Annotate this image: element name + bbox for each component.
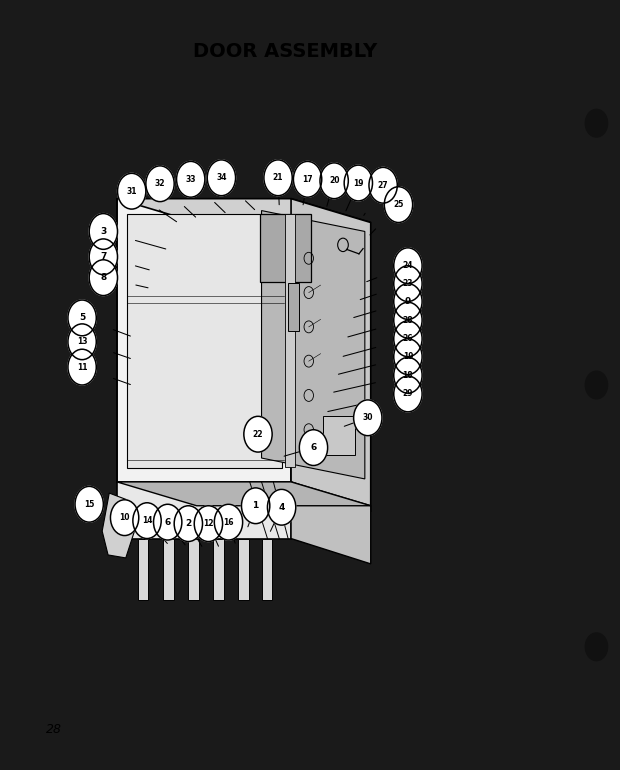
- Text: 26: 26: [402, 334, 413, 343]
- FancyBboxPatch shape: [138, 538, 148, 600]
- Circle shape: [146, 166, 174, 202]
- Text: 1: 1: [252, 501, 259, 511]
- Circle shape: [110, 500, 139, 536]
- Circle shape: [394, 248, 422, 283]
- Circle shape: [118, 173, 146, 209]
- Text: 27: 27: [378, 181, 389, 189]
- Text: 6: 6: [311, 443, 317, 452]
- Circle shape: [264, 160, 292, 196]
- Text: 20: 20: [329, 176, 339, 186]
- Circle shape: [174, 506, 203, 541]
- Text: 21: 21: [273, 173, 283, 182]
- Circle shape: [215, 504, 242, 540]
- Text: 18: 18: [402, 371, 414, 380]
- Text: 11: 11: [77, 363, 87, 372]
- Circle shape: [89, 239, 118, 275]
- Text: 14: 14: [142, 516, 153, 525]
- Circle shape: [353, 400, 382, 436]
- Polygon shape: [102, 493, 136, 558]
- Text: 31: 31: [126, 186, 137, 196]
- Circle shape: [394, 357, 422, 393]
- Text: 28: 28: [46, 723, 62, 736]
- Text: 30: 30: [363, 413, 373, 422]
- FancyBboxPatch shape: [238, 538, 249, 600]
- FancyBboxPatch shape: [117, 482, 291, 538]
- Circle shape: [68, 300, 96, 336]
- FancyBboxPatch shape: [127, 213, 281, 468]
- FancyBboxPatch shape: [213, 538, 224, 600]
- Circle shape: [194, 506, 223, 541]
- Text: 4: 4: [278, 503, 285, 512]
- FancyBboxPatch shape: [285, 213, 294, 467]
- Circle shape: [394, 339, 422, 374]
- Circle shape: [320, 163, 348, 199]
- Polygon shape: [291, 482, 371, 564]
- Text: 9: 9: [405, 297, 411, 306]
- Circle shape: [344, 165, 373, 201]
- Circle shape: [394, 266, 422, 302]
- Text: 17: 17: [303, 175, 313, 184]
- Text: 19: 19: [402, 352, 413, 361]
- Text: 6: 6: [164, 517, 171, 527]
- Circle shape: [394, 376, 422, 412]
- Text: 34: 34: [216, 173, 227, 182]
- Circle shape: [241, 488, 270, 524]
- Text: 13: 13: [77, 337, 87, 346]
- Circle shape: [133, 503, 161, 538]
- FancyBboxPatch shape: [262, 538, 272, 600]
- Circle shape: [293, 162, 322, 197]
- Circle shape: [267, 490, 296, 525]
- Circle shape: [394, 303, 422, 338]
- Circle shape: [177, 162, 205, 197]
- FancyBboxPatch shape: [163, 538, 174, 600]
- Circle shape: [89, 213, 118, 249]
- Text: 22: 22: [253, 430, 264, 439]
- Text: 24: 24: [402, 261, 413, 270]
- Polygon shape: [262, 210, 365, 479]
- Text: 25: 25: [393, 200, 404, 209]
- Circle shape: [207, 160, 236, 196]
- Text: 7: 7: [100, 253, 107, 261]
- Text: DOOR ASSEMBLY: DOOR ASSEMBLY: [193, 42, 378, 61]
- Text: 32: 32: [155, 179, 166, 188]
- Text: 5: 5: [79, 313, 85, 323]
- Circle shape: [68, 350, 96, 385]
- Text: 28: 28: [402, 316, 414, 325]
- Text: 16: 16: [223, 517, 234, 527]
- Text: 23: 23: [402, 280, 413, 288]
- Circle shape: [244, 417, 272, 452]
- Circle shape: [89, 259, 118, 296]
- Text: 12: 12: [203, 519, 214, 528]
- FancyBboxPatch shape: [323, 417, 355, 455]
- Polygon shape: [117, 482, 371, 506]
- Text: 15: 15: [84, 500, 94, 509]
- Text: eReplacementParts.com: eReplacementParts.com: [217, 357, 353, 367]
- Circle shape: [154, 504, 182, 540]
- Text: 2: 2: [185, 519, 192, 528]
- Circle shape: [394, 321, 422, 357]
- Text: 3: 3: [100, 227, 107, 236]
- Circle shape: [394, 283, 422, 320]
- Circle shape: [299, 430, 327, 466]
- FancyBboxPatch shape: [117, 199, 291, 482]
- FancyBboxPatch shape: [288, 283, 299, 331]
- FancyBboxPatch shape: [260, 213, 311, 282]
- Text: 8: 8: [100, 273, 107, 282]
- Text: 33: 33: [185, 175, 196, 184]
- Polygon shape: [291, 199, 371, 512]
- Polygon shape: [117, 199, 371, 223]
- Circle shape: [369, 167, 397, 203]
- Text: 10: 10: [120, 513, 130, 522]
- Circle shape: [384, 187, 413, 223]
- Text: 29: 29: [402, 390, 413, 398]
- Text: 19: 19: [353, 179, 363, 188]
- Circle shape: [68, 324, 96, 360]
- FancyBboxPatch shape: [188, 538, 199, 600]
- Circle shape: [75, 487, 104, 522]
